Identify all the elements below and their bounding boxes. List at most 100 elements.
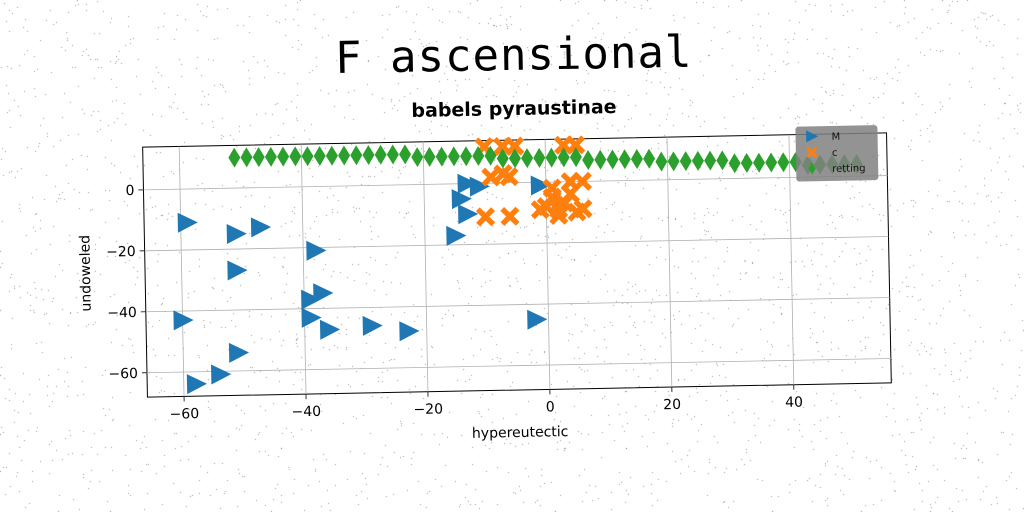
data-point-M bbox=[446, 225, 467, 246]
data-point-retting bbox=[496, 148, 509, 169]
data-point-M bbox=[319, 319, 341, 340]
legend-marker-c bbox=[806, 146, 818, 159]
data-point-retting bbox=[704, 150, 717, 171]
x-tick-label: 20 bbox=[663, 397, 681, 413]
legend-marker-retting bbox=[808, 162, 816, 175]
data-point-retting bbox=[350, 145, 363, 166]
data-point-retting bbox=[765, 152, 778, 173]
data-point-retting bbox=[277, 146, 290, 167]
data-point-c bbox=[573, 199, 593, 219]
data-point-retting bbox=[594, 149, 607, 170]
data-point-retting bbox=[374, 144, 387, 165]
legend-items: Mc retting bbox=[806, 130, 866, 175]
data-point-c bbox=[500, 206, 520, 226]
data-point-c bbox=[572, 171, 593, 192]
data-point-retting bbox=[521, 148, 534, 169]
data-series-layer bbox=[173, 135, 863, 395]
series-c bbox=[474, 135, 593, 227]
data-point-retting bbox=[338, 145, 351, 166]
data-point-M bbox=[228, 342, 250, 363]
data-point-c bbox=[499, 167, 519, 187]
data-point-c bbox=[530, 200, 550, 220]
y-grid-line bbox=[144, 236, 889, 252]
data-point-M bbox=[250, 217, 272, 238]
data-point-retting bbox=[752, 152, 765, 173]
legend: Mc retting bbox=[795, 125, 879, 182]
legend-label-retting: retting bbox=[832, 163, 866, 175]
data-point-M bbox=[457, 173, 478, 194]
data-point-c bbox=[549, 205, 569, 226]
data-point-retting bbox=[740, 153, 753, 174]
series-M bbox=[173, 173, 551, 395]
data-point-retting bbox=[301, 146, 314, 167]
x-grid-line bbox=[178, 146, 185, 397]
y-grid-line bbox=[146, 358, 891, 374]
data-point-retting bbox=[423, 146, 436, 167]
data-point-M bbox=[173, 310, 194, 331]
data-point-M bbox=[313, 283, 334, 304]
data-point-M bbox=[177, 212, 198, 233]
data-point-retting bbox=[240, 147, 253, 168]
data-point-retting bbox=[447, 146, 460, 167]
y-tick-label: −20 bbox=[106, 244, 136, 261]
x-grid-line bbox=[422, 141, 429, 392]
data-point-M bbox=[362, 315, 383, 336]
data-point-retting bbox=[777, 152, 790, 173]
data-point-M bbox=[301, 289, 322, 310]
data-point-M bbox=[530, 175, 551, 196]
data-point-retting bbox=[655, 151, 668, 172]
x-tick-label: −40 bbox=[291, 404, 321, 421]
data-point-c bbox=[566, 135, 586, 155]
legend-box bbox=[795, 125, 879, 182]
data-point-M bbox=[301, 307, 322, 328]
data-point-retting bbox=[728, 153, 741, 174]
data-point-M bbox=[226, 223, 247, 244]
data-point-c bbox=[505, 136, 525, 156]
y-axis-label: undoweled bbox=[77, 235, 94, 312]
data-point-M bbox=[458, 204, 479, 225]
data-point-retting bbox=[325, 145, 338, 166]
data-point-M bbox=[186, 374, 207, 395]
data-point-c bbox=[542, 178, 562, 198]
data-point-M bbox=[399, 321, 420, 342]
x-grid-line bbox=[666, 137, 673, 388]
data-point-M bbox=[527, 309, 548, 330]
data-point-retting bbox=[606, 149, 619, 170]
data-point-retting bbox=[679, 151, 692, 172]
y-grid-line bbox=[145, 297, 890, 313]
grid-lines bbox=[143, 134, 891, 397]
data-point-c bbox=[475, 207, 496, 227]
data-point-retting bbox=[411, 147, 424, 168]
x-grid-line bbox=[788, 134, 795, 385]
data-point-M bbox=[211, 364, 232, 385]
x-grid-line bbox=[300, 144, 307, 395]
data-point-retting bbox=[460, 146, 473, 167]
chart-title: babels pyraustinae bbox=[411, 96, 617, 122]
data-point-retting bbox=[643, 148, 656, 169]
legend-label-c: c bbox=[832, 148, 838, 159]
data-point-retting bbox=[716, 150, 729, 171]
x-tick-label: −60 bbox=[169, 406, 199, 423]
data-point-retting bbox=[435, 146, 448, 167]
y-tick-label: −40 bbox=[107, 305, 137, 322]
x-grid-line bbox=[544, 139, 551, 390]
data-point-retting bbox=[472, 145, 485, 166]
data-point-retting bbox=[228, 147, 241, 168]
data-point-retting bbox=[569, 147, 582, 168]
x-axis-label: hypereutectic bbox=[472, 424, 569, 442]
data-point-retting bbox=[533, 147, 546, 168]
data-point-retting bbox=[313, 145, 326, 166]
data-point-retting bbox=[557, 147, 570, 168]
legend-label-M: M bbox=[831, 132, 840, 143]
data-point-c bbox=[481, 167, 501, 187]
y-tick-label: −60 bbox=[108, 366, 138, 383]
data-point-retting bbox=[362, 145, 375, 166]
data-point-retting bbox=[545, 147, 558, 168]
data-point-M bbox=[306, 240, 327, 261]
data-point-retting bbox=[618, 149, 631, 170]
data-point-retting bbox=[667, 151, 680, 172]
y-tick-label: 0 bbox=[125, 183, 134, 199]
plot-area-frame bbox=[142, 132, 892, 398]
